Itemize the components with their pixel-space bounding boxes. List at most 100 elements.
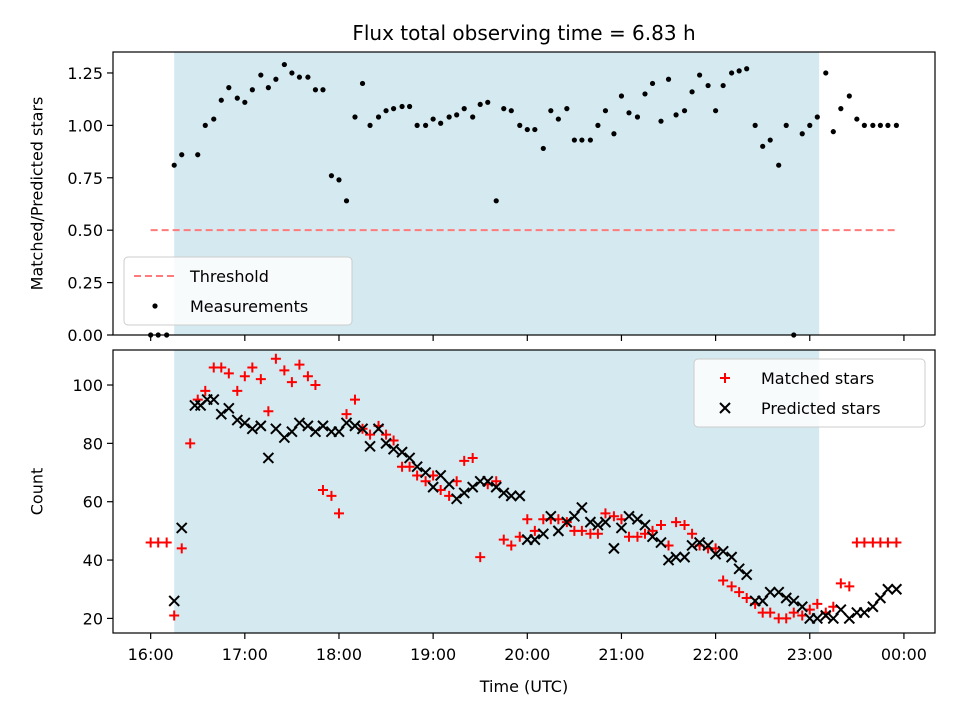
data-point (278, 431, 291, 444)
bottom-y-axis-label: Count (28, 468, 47, 516)
data-point (576, 525, 587, 536)
data-point (411, 460, 423, 473)
data-point (359, 80, 366, 87)
data-point (211, 116, 217, 122)
data-point (450, 493, 463, 505)
data-point (760, 143, 766, 149)
data-point (466, 481, 479, 493)
data-point (270, 423, 282, 435)
data-point (854, 116, 860, 122)
data-point (279, 365, 290, 376)
series-measurements (148, 61, 899, 338)
bottom-legend: Matched stars Predicted stars (693, 358, 926, 428)
data-point (423, 122, 429, 128)
top-y-axis: 0.00 0.25 0.50 0.75 1.00 1.25 (67, 64, 113, 345)
bottom-x-axis-label: Time (UTC) (479, 677, 568, 696)
data-point (234, 95, 240, 101)
data-point (830, 129, 836, 135)
data-point (744, 66, 750, 72)
data-point (561, 516, 573, 528)
data-point (430, 116, 436, 122)
data-point (611, 131, 617, 137)
data-point (658, 118, 664, 124)
data-point (765, 607, 776, 618)
data-point (328, 173, 335, 179)
data-point (733, 563, 745, 575)
data-point (375, 114, 382, 120)
data-point (270, 353, 281, 364)
data-point (176, 543, 187, 554)
data-point (459, 455, 470, 466)
data-point (602, 108, 609, 114)
data-point (356, 423, 369, 435)
data-point (720, 82, 726, 89)
data-point (255, 374, 266, 385)
data-point (226, 85, 232, 91)
data-point (231, 414, 243, 426)
data-point (893, 122, 899, 128)
x-tick-label: 20:00 (504, 645, 550, 664)
data-point (740, 568, 753, 581)
x-tick-label: 17:00 (222, 645, 268, 664)
data-point (646, 531, 659, 543)
data-point (807, 122, 813, 128)
data-point (242, 99, 248, 105)
data-point (689, 89, 695, 95)
data-point (647, 525, 658, 536)
y-tick-label: 0.25 (67, 274, 103, 293)
x-tick-label: 00:00 (881, 645, 927, 664)
data-point (168, 595, 180, 607)
data-point (490, 481, 502, 493)
legend-predicted-swatch (719, 402, 731, 414)
data-point (239, 371, 250, 382)
data-point (726, 581, 737, 592)
data-point (427, 481, 439, 493)
data-point (835, 578, 846, 589)
data-point (249, 87, 255, 93)
data-point (171, 162, 177, 168)
data-point (548, 108, 554, 114)
data-point (349, 420, 361, 432)
y-tick-label: 60 (83, 493, 103, 512)
data-point (501, 106, 507, 112)
y-tick-label: 40 (83, 551, 103, 570)
data-point (446, 114, 452, 120)
data-point (491, 476, 502, 487)
data-point (772, 586, 785, 598)
data-point (218, 97, 224, 103)
data-point (246, 423, 259, 435)
data-point (718, 575, 729, 586)
data-point (673, 112, 679, 118)
data-point (305, 74, 311, 80)
data-point (412, 470, 423, 481)
data-point (783, 122, 789, 128)
data-point (333, 508, 344, 519)
data-point (767, 137, 773, 143)
data-point (239, 417, 251, 429)
data-point (341, 409, 352, 420)
data-point (302, 371, 313, 382)
y-tick-label: 80 (83, 434, 103, 453)
data-point (443, 478, 455, 490)
data-point (517, 122, 523, 128)
data-point (281, 61, 287, 68)
y-tick-label: 0.75 (67, 169, 103, 188)
data-point (858, 606, 871, 619)
data-point (631, 513, 644, 525)
data-point (615, 522, 628, 534)
data-point (545, 510, 557, 523)
data-point (522, 514, 533, 525)
data-point (532, 126, 538, 133)
data-point (859, 537, 870, 548)
data-point (729, 70, 735, 76)
legend-matched-swatch (720, 373, 730, 383)
data-point (309, 425, 322, 438)
data-point (223, 368, 234, 379)
data-point (877, 122, 883, 128)
data-point (419, 466, 432, 479)
legend-label-threshold: Threshold (189, 267, 269, 286)
data-point (717, 545, 729, 558)
data-point (882, 537, 893, 548)
data-point (592, 528, 603, 539)
